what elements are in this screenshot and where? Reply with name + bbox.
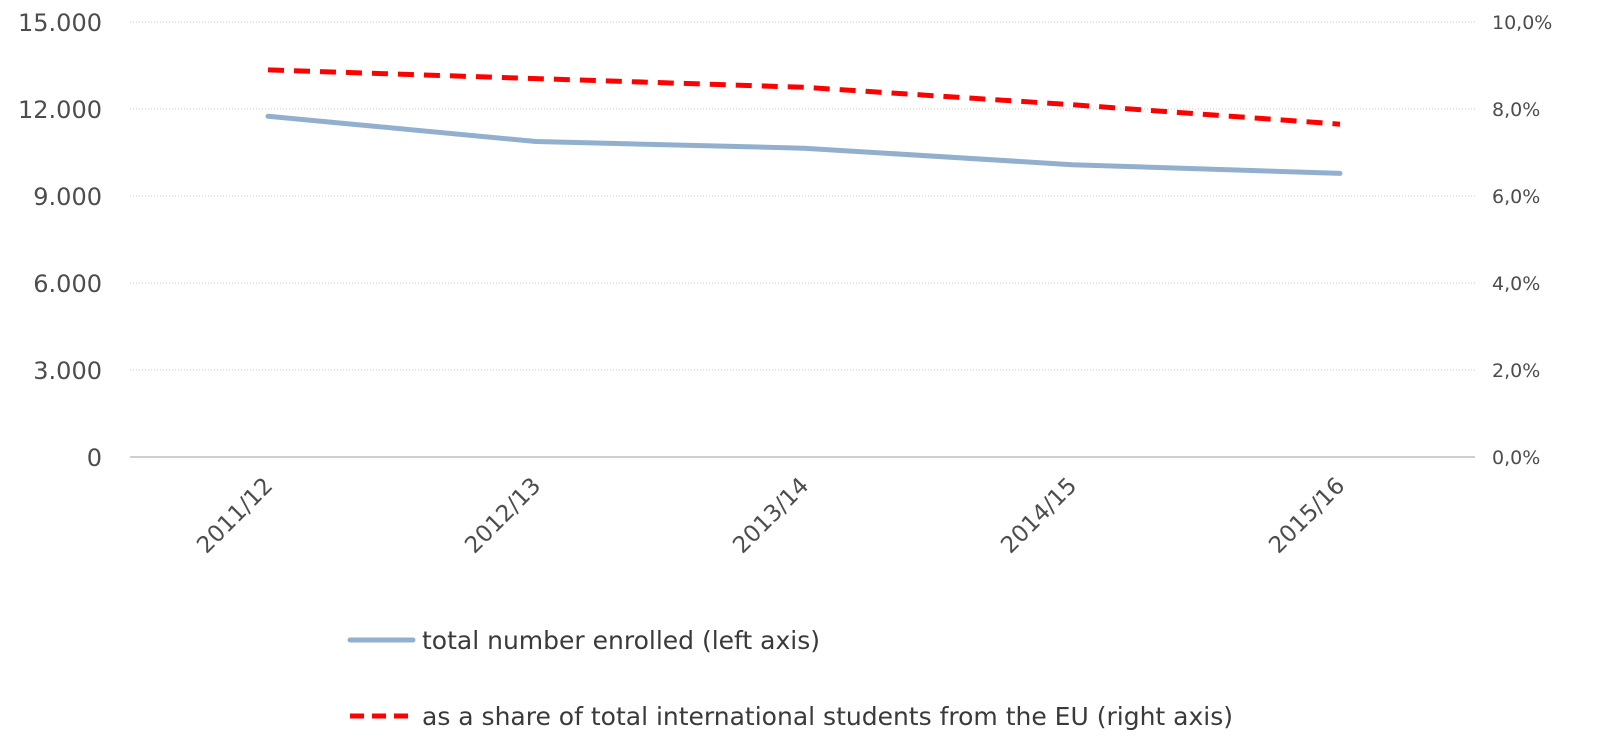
left-axis-tick-label: 9.000 <box>33 183 102 211</box>
legend: total number enrolled (left axis) as a sh… <box>347 626 1233 731</box>
x-axis-tick-label: 2015/16 <box>1264 473 1350 559</box>
right-axis-tick-label: 10,0% <box>1492 12 1552 34</box>
series-line-1 <box>265 113 1343 176</box>
series-line-2 <box>267 67 1341 127</box>
legend-label-1: total number enrolled (left axis) <box>422 626 820 655</box>
left-axis-tick-label: 15.000 <box>18 9 102 37</box>
x-axis-tick-label: 2013/14 <box>728 473 814 559</box>
right-axis-tick-label: 8,0% <box>1492 99 1540 121</box>
right-axis-tick-label: 2,0% <box>1492 360 1540 382</box>
right-axis-tick-label: 4,0% <box>1492 273 1540 295</box>
left-y-axis: 0 3.000 6.000 9.000 12.000 15.000 <box>18 9 102 472</box>
x-axis-tick-label: 2014/15 <box>996 473 1082 559</box>
left-axis-tick-label: 3.000 <box>33 357 102 385</box>
series-lines <box>265 67 1343 176</box>
right-axis-tick-label: 6,0% <box>1492 186 1540 208</box>
x-axis-tick-label: 2011/12 <box>192 473 278 559</box>
right-y-axis: 0,0% 2,0% 4,0% 6,0% 8,0% 10,0% <box>1492 12 1552 469</box>
gridlines <box>130 21 1475 458</box>
left-axis-tick-label: 6.000 <box>33 270 102 298</box>
x-axis-tick-label: 2012/13 <box>460 473 546 559</box>
legend-label-2: as a share of total international studen… <box>422 702 1233 731</box>
left-axis-tick-label: 12.000 <box>18 96 102 124</box>
right-axis-tick-label: 0,0% <box>1492 447 1540 469</box>
x-axis: 2011/12 2012/13 2013/14 2014/15 2015/16 <box>192 473 1350 559</box>
left-axis-tick-label: 0 <box>87 444 102 472</box>
